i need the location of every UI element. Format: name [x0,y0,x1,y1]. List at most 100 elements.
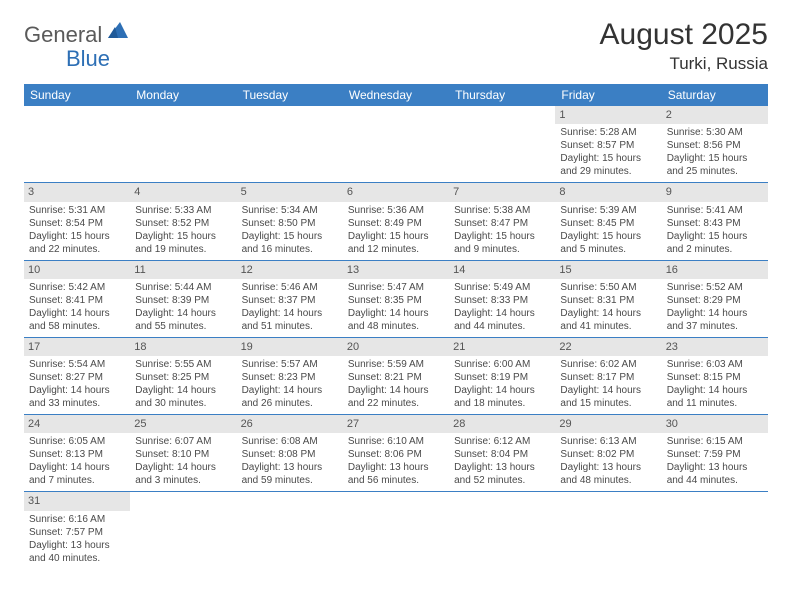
calendar-day-cell [662,492,768,569]
calendar-day-cell [555,492,661,569]
day-details: Sunrise: 5:49 AMSunset: 8:33 PMDaylight:… [453,281,551,333]
calendar-day-cell: 26 Sunrise: 6:08 AMSunset: 8:08 PMDayligh… [237,415,343,492]
day-details: Sunrise: 6:00 AMSunset: 8:19 PMDaylight:… [453,358,551,410]
sail-icon [106,20,130,45]
calendar-day-cell: 8Sunrise: 5:39 AMSunset: 8:45 PMDaylight… [555,183,661,260]
day-number: 13 [343,261,449,279]
day-number: 5 [237,183,343,201]
calendar-day-cell: 22 Sunrise: 6:02 AMSunset: 8:17 PMDayligh… [555,337,661,414]
calendar-day-cell: 11 Sunrise: 5:44 AMSunset: 8:39 PMDayligh… [130,260,236,337]
day-number: 24 [24,415,130,433]
calendar-week-row: 31 Sunrise: 6:16 AMSunset: 7:57 PMDayligh… [24,492,768,569]
calendar-day-cell: 16Sunrise: 5:52 AMSunset: 8:29 PMDayligh… [662,260,768,337]
day-details: Sunrise: 5:30 AMSunset: 8:56 PMDaylight:… [666,126,764,178]
day-number: 23 [662,338,768,356]
calendar-week-row: 1 Sunrise: 5:28 AMSunset: 8:57 PMDaylight… [24,106,768,183]
calendar-day-cell: 20 Sunrise: 5:59 AMSunset: 8:21 PMDayligh… [343,337,449,414]
weekday-header: Friday [555,84,661,106]
weekday-header: Sunday [24,84,130,106]
calendar-day-cell: 24 Sunrise: 6:05 AMSunset: 8:13 PMDayligh… [24,415,130,492]
day-details: Sunrise: 6:08 AMSunset: 8:08 PMDaylight:… [241,435,339,487]
calendar-table: SundayMondayTuesdayWednesdayThursdayFrid… [24,84,768,569]
day-details: Sunrise: 5:39 AMSunset: 8:45 PMDaylight:… [559,204,657,256]
day-details: Sunrise: 5:28 AMSunset: 8:57 PMDaylight:… [559,126,657,178]
day-details: Sunrise: 5:59 AMSunset: 8:21 PMDaylight:… [347,358,445,410]
day-number: 6 [343,183,449,201]
day-number: 21 [449,338,555,356]
calendar-week-row: 24 Sunrise: 6:05 AMSunset: 8:13 PMDayligh… [24,415,768,492]
day-details: Sunrise: 5:34 AMSunset: 8:50 PMDaylight:… [241,204,339,256]
calendar-day-cell: 31 Sunrise: 6:16 AMSunset: 7:57 PMDayligh… [24,492,130,569]
calendar-day-cell [343,492,449,569]
calendar-day-cell: 1 Sunrise: 5:28 AMSunset: 8:57 PMDaylight… [555,106,661,183]
day-details: Sunrise: 6:05 AMSunset: 8:13 PMDaylight:… [28,435,126,487]
day-details: Sunrise: 6:16 AMSunset: 7:57 PMDaylight:… [28,513,126,565]
day-number: 14 [449,261,555,279]
day-number: 25 [130,415,236,433]
calendar-day-cell: 13Sunrise: 5:47 AMSunset: 8:35 PMDayligh… [343,260,449,337]
day-number: 26 [237,415,343,433]
day-number: 17 [24,338,130,356]
day-details: Sunrise: 6:10 AMSunset: 8:06 PMDaylight:… [347,435,445,487]
day-number: 2 [662,106,768,124]
day-details: Sunrise: 6:15 AMSunset: 7:59 PMDaylight:… [666,435,764,487]
day-number: 3 [24,183,130,201]
calendar-day-cell [449,492,555,569]
day-details: Sunrise: 5:42 AMSunset: 8:41 PMDaylight:… [28,281,126,333]
day-details: Sunrise: 5:57 AMSunset: 8:23 PMDaylight:… [241,358,339,410]
day-number: 11 [130,261,236,279]
day-number: 7 [449,183,555,201]
day-number: 15 [555,261,661,279]
day-details: Sunrise: 6:03 AMSunset: 8:15 PMDaylight:… [666,358,764,410]
calendar-day-cell: 7 Sunrise: 5:38 AMSunset: 8:47 PMDaylight… [449,183,555,260]
calendar-day-cell: 27 Sunrise: 6:10 AMSunset: 8:06 PMDayligh… [343,415,449,492]
brand-part2: Blue [66,46,110,72]
day-details: Sunrise: 5:50 AMSunset: 8:31 PMDaylight:… [559,281,657,333]
day-number: 9 [662,183,768,201]
day-details: Sunrise: 6:12 AMSunset: 8:04 PMDaylight:… [453,435,551,487]
weekday-header: Wednesday [343,84,449,106]
calendar-day-cell [237,106,343,183]
calendar-day-cell: 23 Sunrise: 6:03 AMSunset: 8:15 PMDayligh… [662,337,768,414]
calendar-week-row: 10 Sunrise: 5:42 AMSunset: 8:41 PMDayligh… [24,260,768,337]
weekday-header: Monday [130,84,236,106]
calendar-day-cell: 9 Sunrise: 5:41 AMSunset: 8:43 PMDaylight… [662,183,768,260]
day-details: Sunrise: 6:02 AMSunset: 8:17 PMDaylight:… [559,358,657,410]
calendar-day-cell: 6Sunrise: 5:36 AMSunset: 8:49 PMDaylight… [343,183,449,260]
month-title: August 2025 [600,18,768,52]
day-number: 18 [130,338,236,356]
weekday-header: Tuesday [237,84,343,106]
calendar-day-cell: 3Sunrise: 5:31 AMSunset: 8:54 PMDaylight… [24,183,130,260]
calendar-day-cell [24,106,130,183]
day-number: 1 [555,106,661,124]
location-label: Turki, Russia [600,54,768,74]
day-details: Sunrise: 5:54 AMSunset: 8:27 PMDaylight:… [28,358,126,410]
day-details: Sunrise: 6:13 AMSunset: 8:02 PMDaylight:… [559,435,657,487]
calendar-day-cell: 15 Sunrise: 5:50 AMSunset: 8:31 PMDayligh… [555,260,661,337]
day-details: Sunrise: 5:44 AMSunset: 8:39 PMDaylight:… [134,281,232,333]
calendar-day-cell [343,106,449,183]
calendar-day-cell: 28Sunrise: 6:12 AMSunset: 8:04 PMDayligh… [449,415,555,492]
calendar-day-cell [130,106,236,183]
calendar-week-row: 3Sunrise: 5:31 AMSunset: 8:54 PMDaylight… [24,183,768,260]
calendar-day-cell [130,492,236,569]
day-number: 27 [343,415,449,433]
day-number: 12 [237,261,343,279]
weekday-header: Thursday [449,84,555,106]
day-number: 22 [555,338,661,356]
day-number: 20 [343,338,449,356]
day-number: 31 [24,492,130,510]
day-number: 4 [130,183,236,201]
day-details: Sunrise: 5:41 AMSunset: 8:43 PMDaylight:… [666,204,764,256]
weekday-header: Saturday [662,84,768,106]
day-number: 10 [24,261,130,279]
calendar-week-row: 17 Sunrise: 5:54 AMSunset: 8:27 PMDayligh… [24,337,768,414]
calendar-day-cell: 29Sunrise: 6:13 AMSunset: 8:02 PMDayligh… [555,415,661,492]
brand-logo-row2: General Blue [24,26,102,52]
day-details: Sunrise: 5:33 AMSunset: 8:52 PMDaylight:… [134,204,232,256]
day-number: 30 [662,415,768,433]
calendar-day-cell: 2 Sunrise: 5:30 AMSunset: 8:56 PMDaylight… [662,106,768,183]
day-details: Sunrise: 5:38 AMSunset: 8:47 PMDaylight:… [453,204,551,256]
calendar-day-cell: 10 Sunrise: 5:42 AMSunset: 8:41 PMDayligh… [24,260,130,337]
day-number: 19 [237,338,343,356]
